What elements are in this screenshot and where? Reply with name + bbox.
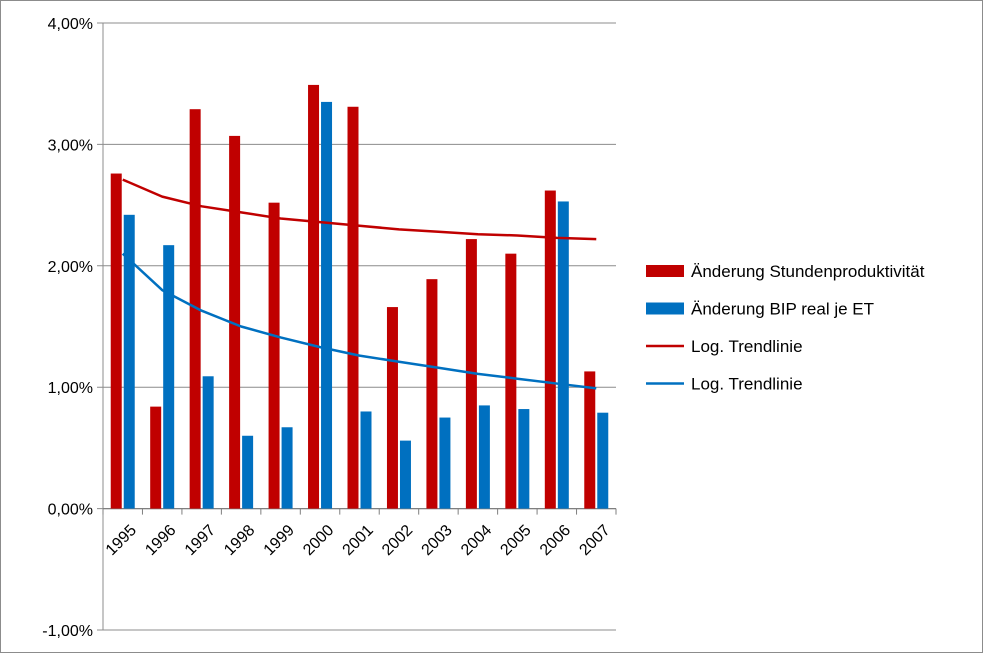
legend-label: Log. Trendlinie [691,375,803,394]
bar-bip-real-je-et [518,409,530,509]
bar-stundenproduktivitaet [426,279,438,509]
trendline-red [122,178,597,241]
y-tick-label: 2,00% [48,259,93,276]
bar-bip-real-je-et [557,201,569,509]
bar-stundenproduktivitaet [268,202,280,509]
bar-bip-real-je-et [202,376,214,509]
legend-swatch [646,265,684,277]
bar-stundenproduktivitaet [229,135,241,509]
bar-stundenproduktivitaet [189,109,201,509]
bar-bip-real-je-et [597,412,609,509]
bar-stundenproduktivitaet [308,84,320,509]
bar-stundenproduktivitaet [347,106,359,509]
y-tick-label: 0,00% [48,502,93,519]
bars [110,84,609,509]
axes [102,23,617,630]
trendline-blue [121,252,597,390]
y-tick-label: -1,00% [42,623,93,640]
legend-label: Log. Trendlinie [691,337,803,356]
bar-bip-real-je-et [163,245,175,509]
bar-bip-real-je-et [439,417,451,509]
y-tick-label: 1,00% [48,380,93,397]
bar-stundenproduktivitaet [505,253,517,509]
legend: Änderung Stundenproduktivität Änderung BI… [646,262,925,394]
y-tick-label: 4,00% [48,16,93,33]
bar-bip-real-je-et [242,435,254,509]
bar-stundenproduktivitaet [544,190,556,509]
bar-bip-real-je-et [478,405,490,509]
trendlines [121,178,597,390]
y-tick-labels: -1,00% 0,00% 1,00% 2,00% 3,00% 4,00% [42,16,93,640]
bar-stundenproduktivitaet [150,406,162,509]
bar-bip-real-je-et [281,427,293,509]
bar-bip-real-je-et [123,214,135,509]
legend-label: Änderung BIP real je ET [691,300,874,319]
bar-stundenproduktivitaet [386,307,398,509]
bar-bip-real-je-et [399,440,411,509]
bar-stundenproduktivitaet [110,173,122,509]
y-tick-label: 3,00% [48,137,93,154]
bar-stundenproduktivitaet [584,371,596,509]
legend-swatch [646,302,684,315]
bar-bip-real-je-et [321,101,333,509]
legend-label: Änderung Stundenproduktivität [691,262,925,281]
bar-bip-real-je-et [360,411,372,509]
